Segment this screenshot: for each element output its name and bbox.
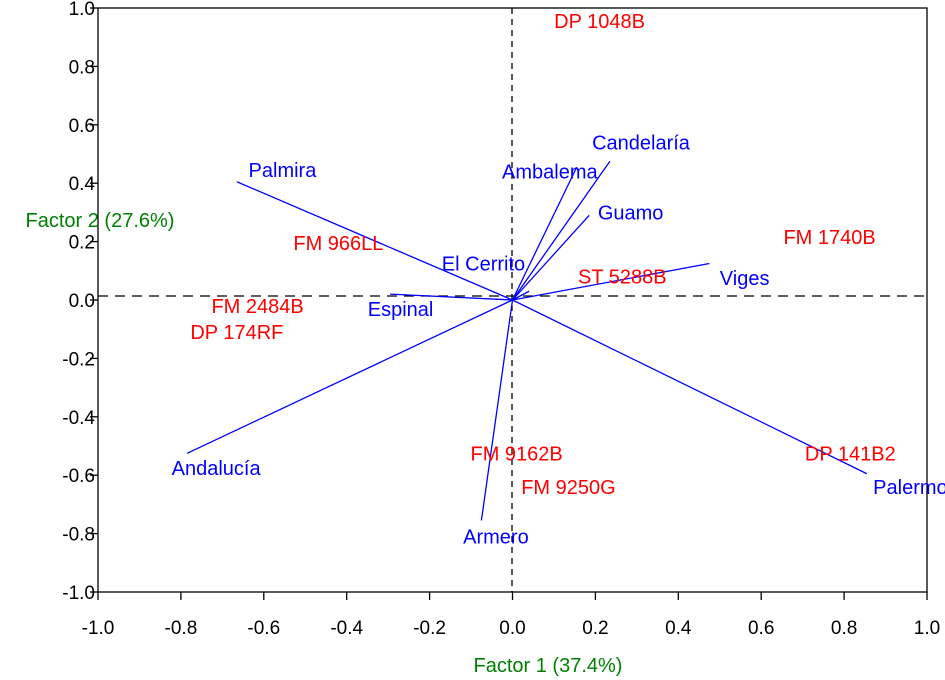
environment-label: Candelaría: [592, 132, 691, 154]
genotype-label: FM 1740B: [783, 227, 875, 249]
y-tick-label: -0.8: [62, 525, 95, 546]
genotype-label: FM 9250G: [521, 477, 615, 499]
environment-label: Armero: [463, 527, 529, 549]
y-tick-label: -1.0: [62, 583, 95, 604]
genotype-label: DP 141B2: [805, 443, 896, 465]
x-tick-label: -0.6: [247, 618, 280, 639]
environment-labels: Palmira Ambalema Candelaría Guamo El Cerrito…: [172, 132, 945, 548]
environment-label: Andalucía: [172, 458, 262, 480]
x-tick-label: -0.8: [165, 618, 198, 639]
x-tick-label: 0.6: [748, 618, 774, 639]
environment-label: Palermo: [873, 477, 945, 499]
y-axis-title: Factor 2 (27.6%): [26, 210, 175, 232]
x-tick-label: 0.0: [499, 618, 525, 639]
x-tick-label: 1.0: [914, 618, 940, 639]
environment-label: Guamo: [598, 202, 664, 224]
environment-label: El Cerrito: [442, 254, 525, 276]
genotype-label: FM 9162B: [471, 443, 563, 465]
x-tick-label: 0.8: [831, 618, 857, 639]
y-tick-label: 1.0: [69, 0, 95, 20]
vector-el-cerrito: [512, 290, 530, 301]
genotype-label: FM 966LL: [293, 233, 383, 255]
vector-palermo: [512, 299, 868, 475]
x-tick-label: -0.4: [330, 618, 363, 639]
genotype-label: DP 174RF: [190, 322, 283, 344]
y-tick-label: 0.6: [69, 116, 95, 137]
vector-candelar-a: [511, 160, 611, 301]
x-tick-label: 0.4: [665, 618, 692, 639]
environment-label: Viges: [720, 268, 770, 290]
genotype-labels: DP 1048B FM 966LL FM 1740B ST 5288B FM 2484B…: [190, 11, 895, 499]
y-tick-label: -0.2: [62, 349, 95, 370]
genotype-label: FM 2484B: [211, 296, 303, 318]
y-tick-label: -0.4: [62, 408, 95, 429]
x-tick-label: -1.0: [82, 618, 115, 639]
x-tick-label: 0.2: [582, 618, 608, 639]
environment-label: Espinal: [368, 299, 434, 321]
x-axis-ticks: -1.0 -0.8 -0.6 -0.4 -0.2 0.0 0.2 0.4 0.6 0.8 1.0: [82, 592, 940, 639]
x-tick-label: -0.2: [413, 618, 446, 639]
environment-label: Ambalema: [502, 162, 598, 184]
y-axis-ticks: -1.0 -0.8 -0.6 -0.4 -0.2 0.0 0.2 0.4 0.6 0.8 1.0: [62, 0, 98, 604]
y-tick-label: 0.4: [69, 174, 96, 195]
y-tick-label: 0.0: [69, 291, 95, 312]
genotype-label: DP 1048B: [554, 11, 645, 33]
y-tick-label: 0.2: [69, 233, 95, 254]
environment-vectors: [186, 160, 868, 521]
vector-guamo: [512, 214, 590, 301]
x-axis-title: Factor 1 (37.4%): [474, 655, 623, 677]
vector-andaluc-a: [186, 299, 513, 454]
environment-label: Palmira: [249, 160, 318, 182]
y-tick-label: 0.8: [69, 57, 95, 78]
genotype-label: ST 5288B: [578, 267, 667, 289]
vector-espinal: [390, 293, 513, 301]
vector-palmira: [236, 181, 513, 301]
vector-viges: [512, 262, 710, 301]
y-tick-label: -0.6: [62, 466, 95, 487]
vector-ambalema: [511, 166, 578, 301]
vector-armero: [480, 299, 514, 521]
